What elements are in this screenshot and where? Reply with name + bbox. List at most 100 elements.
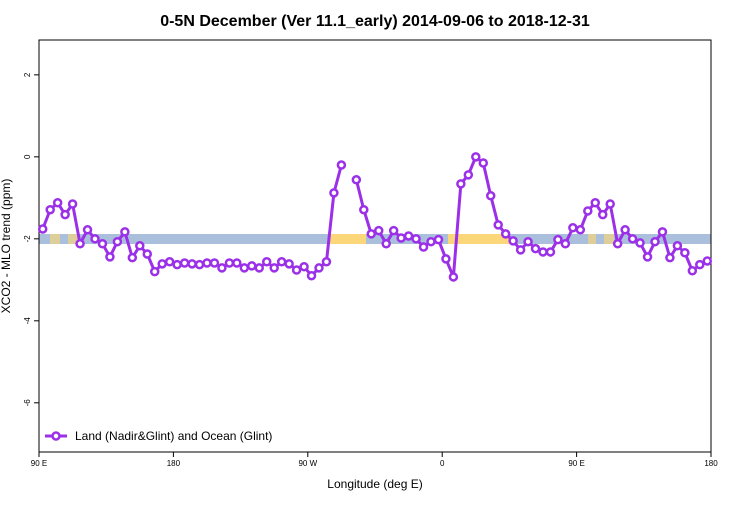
data-point [426,236,436,247]
data-point [67,199,78,209]
data-point [695,259,705,270]
x-tick-label: 180 [704,459,718,468]
data-point [485,191,496,201]
data-point [247,261,257,271]
data-point [187,259,197,269]
data-point [411,234,421,244]
data-point [97,238,108,249]
data-point [276,257,287,267]
data-point [75,238,85,249]
data-point [456,179,466,189]
data-point [306,270,317,281]
data-point [530,243,541,254]
data-point [120,227,130,237]
data-point [90,234,100,244]
data-point [627,234,638,244]
data-point [202,258,212,268]
data-point [515,245,526,255]
data-point [217,263,227,273]
data-point [672,241,683,251]
data-point [702,256,713,266]
data-point [620,225,630,235]
data-point [232,258,242,268]
data-point [366,229,377,239]
data-point [299,261,309,272]
data-point [612,238,623,249]
x-tick-label: 90 W [298,459,317,468]
land-band [50,234,60,244]
data-point [597,209,608,220]
y-tick-label: -4 [23,317,32,325]
data-point [583,206,593,216]
data-point [135,241,145,251]
data-point [590,198,601,208]
x-axis-label: Longitude (deg E) [327,477,422,491]
data-point [127,252,138,263]
data-point [575,225,586,235]
data-point [60,209,70,220]
data-point [209,258,220,268]
data-point [224,258,235,268]
y-tick-label: 2 [23,72,32,77]
data-point [553,234,563,245]
data-point [373,225,384,236]
land-band [448,234,510,244]
data-point [261,257,272,267]
ocean-band [39,234,711,244]
data-point [336,160,347,170]
data-point [523,236,533,247]
data-point [635,238,645,248]
plot-frame [38,39,712,453]
data-point [37,224,48,234]
data-point [142,249,153,259]
data-point [650,236,660,247]
data-point [642,252,653,262]
legend-label: Land (Nadir&Glint) and Ocean (Glint) [75,429,272,443]
x-tick-label: 90 E [31,459,47,468]
data-point [448,272,459,282]
land-band [588,234,596,244]
data-point [418,242,429,252]
y-axis-label: XCO2 - MLO trend (ppm) [0,179,13,314]
y-tick-label: 0 [23,154,32,159]
data-point [568,223,578,233]
data-point [329,188,339,198]
data-point [82,225,93,235]
data-point [314,263,324,273]
data-point [179,258,190,268]
data-point [560,238,571,249]
data-point [657,227,668,237]
land-band [604,234,614,244]
data-point [164,257,175,267]
y-tick-label: -2 [23,235,32,243]
land-band [330,234,366,244]
data-point [545,247,556,257]
data-point [149,266,160,277]
data-point [105,252,115,262]
data-point [500,229,511,239]
data-point [239,263,250,273]
data-point [172,259,182,270]
data-point [388,225,399,236]
data-point [194,259,205,270]
y-tick-label: -6 [23,399,32,407]
chart-title: 0-5N December (Ver 11.1_early) 2014-09-0… [160,13,590,30]
series-line [41,154,708,278]
land-band [68,234,78,244]
data-point [538,247,548,257]
data-point [112,236,123,247]
data-point [321,257,332,267]
x-tick-label: 0 [440,459,445,468]
data-point [463,170,474,180]
data-point [351,175,362,185]
data-point [441,254,451,264]
data-point [52,198,63,208]
data-point [381,238,391,249]
data-point [45,204,55,215]
data-point [254,263,265,273]
data-point [359,204,369,215]
data-point [291,265,302,275]
x-tick-label: 180 [167,459,181,468]
data-point [687,266,698,276]
